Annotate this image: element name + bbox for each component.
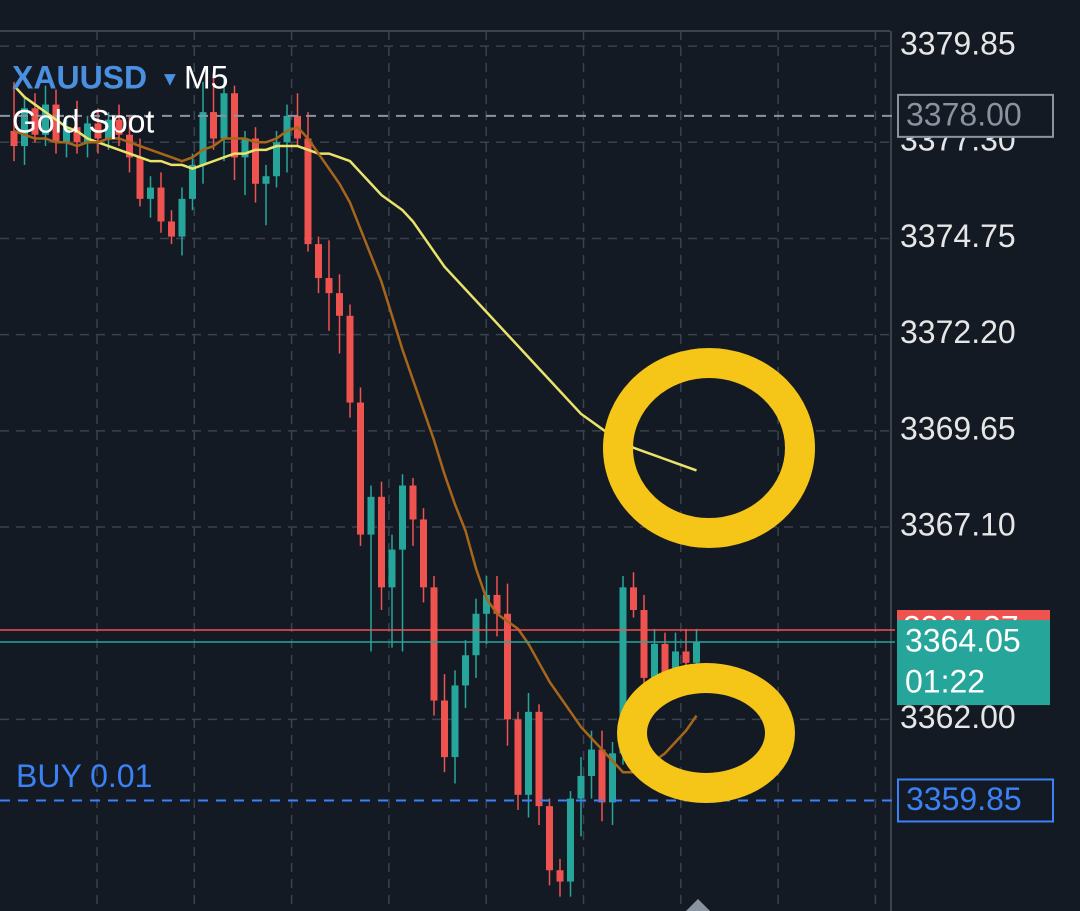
candle-body: [651, 643, 658, 678]
candle-body: [609, 753, 616, 803]
candle-body: [241, 138, 249, 158]
candle-body: [420, 519, 427, 588]
candle-body: [472, 613, 480, 656]
candle-body: [619, 587, 627, 754]
candle-body: [52, 104, 60, 143]
candle-body: [409, 485, 417, 520]
candle-body: [84, 123, 91, 143]
candle-body: [630, 587, 637, 610]
order-label: BUY 0.01: [16, 758, 152, 794]
candle-body: [63, 127, 70, 143]
candle-body: [588, 749, 595, 776]
candle-body: [262, 176, 270, 184]
y-tick-label: 3367.10: [900, 506, 1016, 542]
candle-body: [346, 315, 354, 403]
grid: [0, 30, 892, 911]
candle-body: [514, 719, 522, 795]
candle-body: [493, 594, 501, 614]
candle-body: [640, 609, 648, 678]
candle-body: [105, 119, 112, 139]
candle-body: [556, 870, 564, 882]
description: Gold Spot: [12, 103, 154, 139]
dropdown-arrow[interactable]: ▼: [160, 68, 180, 90]
candle-body: [168, 221, 175, 237]
moving-average: [13, 84, 697, 472]
candle-body: [189, 164, 196, 199]
candle-body: [693, 642, 700, 663]
y-tick-label: 3372.20: [900, 314, 1016, 350]
candle-body: [462, 655, 469, 686]
candle-body: [598, 749, 606, 803]
timeframe[interactable]: M5: [184, 59, 228, 95]
candle-body: [525, 711, 532, 795]
candle-body: [357, 402, 364, 535]
symbol[interactable]: XAUUSD: [12, 59, 147, 95]
order-tag: [897, 778, 1054, 823]
highlight-ring: [603, 348, 815, 548]
y-tick-label: 3379.85: [900, 26, 1016, 62]
candle-body: [231, 93, 238, 158]
stop-level-price: 3378.00: [906, 96, 1022, 132]
bar-timer: 01:22: [905, 664, 985, 700]
candle-body: [672, 651, 679, 682]
candle-body: [304, 138, 312, 245]
candle-body: [315, 244, 322, 279]
candle-body: [94, 123, 102, 139]
candle-body: [336, 293, 343, 316]
candle-body: [441, 700, 448, 758]
candle-body: [273, 142, 280, 177]
candle-body: [546, 806, 553, 871]
candle-body: [388, 549, 396, 588]
candle-body: [577, 775, 585, 799]
y-tick-label: 3369.65: [900, 410, 1016, 446]
bid-price: 3364.05: [905, 623, 1021, 659]
moving-average: [13, 125, 698, 774]
candle-body: [567, 798, 574, 882]
scroll-marker[interactable]: [686, 899, 710, 911]
candle-body: [399, 485, 406, 550]
candle-body: [451, 685, 459, 758]
candle-body: [661, 643, 669, 682]
candle-body: [430, 587, 438, 701]
highlight-ring: [617, 663, 795, 803]
candle-body: [325, 278, 333, 294]
candle-body: [367, 496, 375, 535]
candle-body: [126, 134, 133, 158]
candle-body: [682, 651, 690, 663]
candle-body: [210, 112, 217, 139]
candle-body: [504, 613, 511, 720]
order-price: 3359.85: [906, 781, 1022, 817]
candle-body: [136, 157, 144, 199]
candle-body: [199, 112, 207, 165]
annotation-rings: [603, 348, 815, 803]
candle-body: [483, 594, 490, 614]
candle-body: [157, 187, 165, 222]
candle-body: [378, 496, 385, 588]
candle-body: [73, 127, 81, 143]
candle-body: [31, 108, 39, 135]
candle-body: [21, 108, 28, 147]
candle-body: [283, 115, 291, 143]
candle-body: [42, 104, 49, 135]
candle-body: [535, 711, 543, 807]
candle-body: [178, 198, 186, 237]
candle-body: [147, 187, 154, 199]
candle-body: [252, 138, 259, 184]
candle-body: [115, 119, 123, 135]
bid-tag: [897, 620, 1050, 706]
candle-body: [10, 130, 18, 147]
stop-level-tag: [897, 93, 1054, 138]
y-tick-label: 3374.75: [900, 218, 1016, 254]
